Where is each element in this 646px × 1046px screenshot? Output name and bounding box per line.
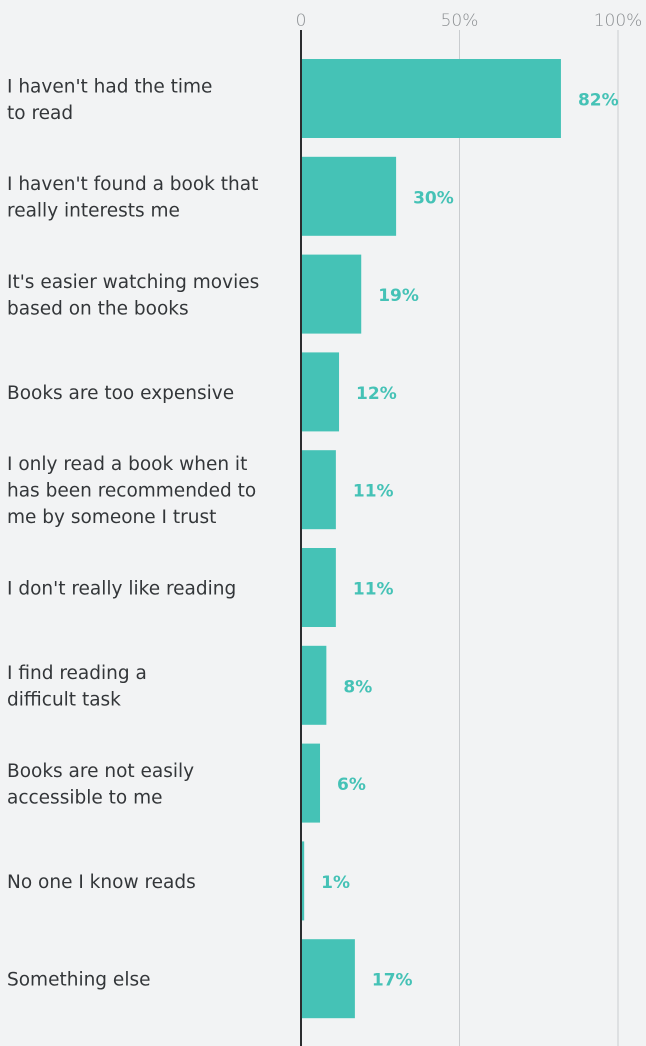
bar [301,548,336,627]
category-label: based on the books [7,298,189,319]
category-label: I haven't had the time [7,76,212,97]
category-label: really interests me [7,201,180,222]
bars [301,59,561,1019]
category-label: I don't really like reading [7,579,236,600]
value-label: 19% [378,286,419,306]
value-label: 6% [337,775,366,795]
category-label: Books are too expensive [7,383,234,404]
bar [301,645,327,725]
x-tick-label: 0 [296,11,307,31]
value-label: 8% [343,677,372,697]
category-labels: I haven't had the time to read I haven't f… [7,76,259,990]
bar [301,254,362,334]
x-axis-ticks: 0 50% 100% [296,11,643,31]
category-label: to read [7,103,73,124]
bar [301,841,305,921]
category-label: accessible to me [7,787,162,808]
category-label: has been recommended to [7,481,256,502]
bar [301,939,355,1019]
x-tick-label: 100% [594,11,643,31]
bar [301,59,561,138]
x-tick-label: 50% [441,11,479,31]
gridlines [459,30,619,1046]
category-label: I find reading a [7,663,147,684]
category-label: Books are not easily [7,761,194,782]
category-label: I only read a book when it [7,454,247,475]
category-label: I haven't found a book that [7,174,258,195]
bar [301,743,321,823]
category-label: Something else [7,970,150,991]
value-label: 11% [353,580,394,600]
value-label: 82% [578,91,619,111]
category-label: me by someone I trust [7,507,216,528]
value-label: 30% [413,188,454,208]
value-label: 12% [356,384,397,404]
category-label: No one I know reads [7,872,196,893]
value-label: 1% [321,873,350,893]
value-label: 17% [372,971,413,991]
bar [301,156,397,236]
category-label: It's easier watching movies [7,272,259,293]
value-label: 11% [353,482,394,502]
category-label: difficult task [7,690,121,711]
bar [301,450,336,530]
bar [301,352,340,432]
value-labels: 82% 30% 19% 12% 11% 11% 8% 6% 1% 17% [321,91,618,991]
